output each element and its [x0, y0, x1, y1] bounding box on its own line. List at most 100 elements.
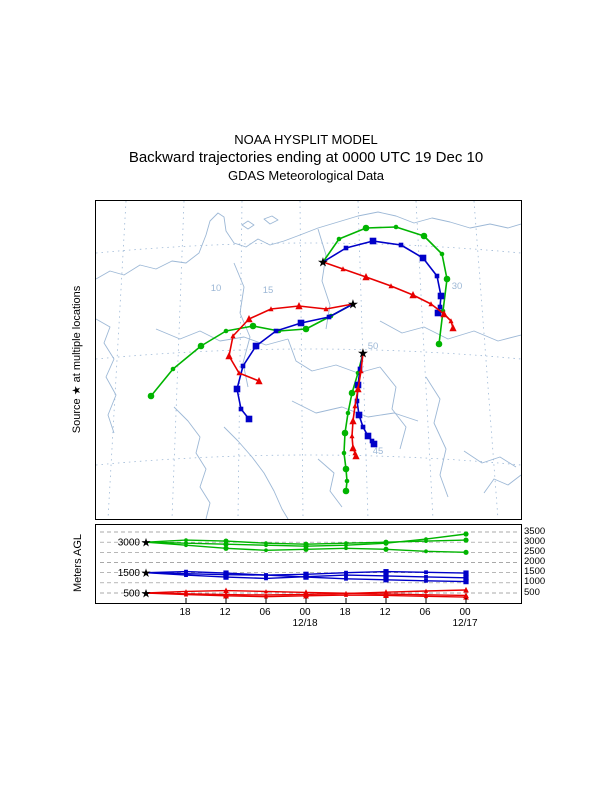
trajectory-marker: [344, 546, 348, 551]
trajectory-marker: [238, 406, 244, 412]
trajectory-marker: [437, 304, 443, 310]
trajectory-marker: [255, 377, 263, 385]
map-trajectory-loc3-500m: [349, 352, 364, 460]
trajectory-marker: [383, 546, 389, 552]
trajectory-marker: [297, 319, 305, 327]
trajectory-marker: [184, 538, 188, 543]
trajectory-marker: [448, 318, 454, 324]
trajectory-marker: [197, 342, 205, 350]
time-tick-label: 06: [419, 607, 431, 618]
trajectory-marker: [344, 541, 348, 546]
trajectory-marker: [233, 385, 241, 393]
agl-scale-label: 1500: [524, 566, 546, 578]
trajectory-marker: [463, 575, 469, 581]
time-axis-dates: 12/18 12/17: [95, 618, 520, 630]
trajectory-marker: [223, 592, 229, 599]
map-trajectory-loc1-500m: [322, 261, 457, 332]
graticule-label: 10: [211, 283, 222, 294]
met-data-subtitle: GDAS Meteorological Data: [227, 168, 385, 183]
trajectory-marker: [223, 574, 229, 580]
latlon-graticule: [96, 201, 521, 519]
trajectory-marker: [295, 302, 303, 310]
trajectory-marker: [342, 487, 350, 495]
trajectory-marker: [341, 450, 347, 456]
agl-axis-tickmarks: [185, 598, 467, 603]
agl-right-scale: 3500 3000 2500 2000 1500 1000 500: [524, 524, 566, 608]
trajectory-marker: [184, 569, 188, 574]
trajectory-marker: [360, 424, 366, 430]
trajectory-marker: [236, 370, 242, 376]
time-tick-label: 18: [339, 607, 351, 618]
trajectory-marker: [362, 224, 370, 232]
trajectory-marker: [424, 539, 428, 544]
time-tick-label: 12: [219, 607, 231, 618]
trajectory-marker: [344, 576, 348, 581]
trajectory-marker: [264, 573, 268, 578]
trajectory-marker: [362, 273, 370, 281]
trajectory-marker: [184, 573, 188, 578]
trajectory-marker: [369, 237, 377, 245]
trajectory-marker: [420, 232, 428, 240]
trajectory-marker: [147, 392, 155, 400]
trajectory-marker: [245, 315, 253, 323]
trajectory-marker: [303, 589, 309, 595]
trajectory-marker: [170, 366, 176, 372]
agl-scale-label: 2000: [524, 556, 546, 567]
agl-series-loc2-3000m: [145, 537, 469, 547]
trajectory-marker: [343, 245, 349, 251]
trajectory-marker: [463, 579, 469, 585]
agl-start-height-label: 500: [123, 589, 140, 600]
trajectory-marker: [302, 325, 310, 333]
trajectory-marker: [424, 578, 428, 583]
trajectory-marker: [349, 417, 357, 425]
trajectory-marker: [344, 573, 348, 578]
agl-series-loc3-1500m: [145, 569, 469, 585]
map-trajectory-loc3-1500m: [354, 352, 378, 448]
trajectory-marker: [354, 385, 362, 393]
trajectory-marker: [184, 543, 188, 548]
trajectory-marker: [225, 352, 233, 360]
agl-scale-label: 3000: [524, 535, 546, 547]
trajectory-marker: [383, 573, 389, 579]
trajectory-marker: [348, 389, 356, 397]
time-tick-label: 18: [179, 607, 191, 618]
trajectory-marker: [263, 594, 269, 599]
trajectory-marker: [303, 541, 309, 547]
height-profile-panel: 3000 ★ 1500 ★ 500 ★: [95, 524, 522, 604]
agl-start-height-label: 1500: [118, 568, 141, 579]
trajectory-marker: [303, 574, 309, 580]
trajectory-marker: [364, 432, 372, 440]
map-trajectory-loc1-1500m: [322, 237, 445, 317]
time-date-label: 12/17: [452, 618, 478, 629]
graticule-label: 15: [263, 285, 274, 296]
trajectory-marker: [424, 549, 428, 554]
trajectory-marker: [323, 306, 329, 312]
map-trajectory-loc2-500m: [225, 302, 354, 385]
trajectory-layer: 10 15 30 50 45 ★ ★ ★: [147, 224, 462, 495]
trajectory-marker: [183, 589, 189, 594]
time-tick-label: 00: [459, 607, 471, 618]
agl-series-loc3-3000m: [145, 541, 469, 555]
trajectory-marker: [342, 465, 350, 473]
time-axis-ticks: 18 12 06 00 18 12 06 00: [95, 607, 520, 619]
meters-agl-axis-label: Meters AGL: [72, 533, 84, 593]
trajectory-marker: [423, 588, 429, 593]
trajectory-marker: [264, 541, 268, 546]
model-title: NOAA HYSPLIT MODEL: [234, 132, 378, 147]
trajectory-marker: [223, 545, 229, 551]
trajectory-marker: [349, 444, 357, 452]
agl-start-labels: 3000 ★1500 ★500 ★: [118, 535, 152, 600]
trajectory-marker: [352, 403, 358, 409]
source-star-icon: ★: [317, 255, 329, 270]
source-star-icon: ★: [141, 586, 152, 600]
trajectory-marker: [340, 266, 346, 272]
trajectory-marker: [428, 301, 434, 307]
agl-series-loc3-500m: [145, 592, 469, 600]
trajectory-marker: [303, 546, 309, 552]
trajectory-marker: [370, 440, 378, 448]
trajectory-marker: [344, 570, 348, 575]
trajectory-marker: [463, 593, 469, 600]
map-trajectory-loc2-1500m: [233, 303, 354, 423]
trajectory-marker: [393, 224, 399, 230]
